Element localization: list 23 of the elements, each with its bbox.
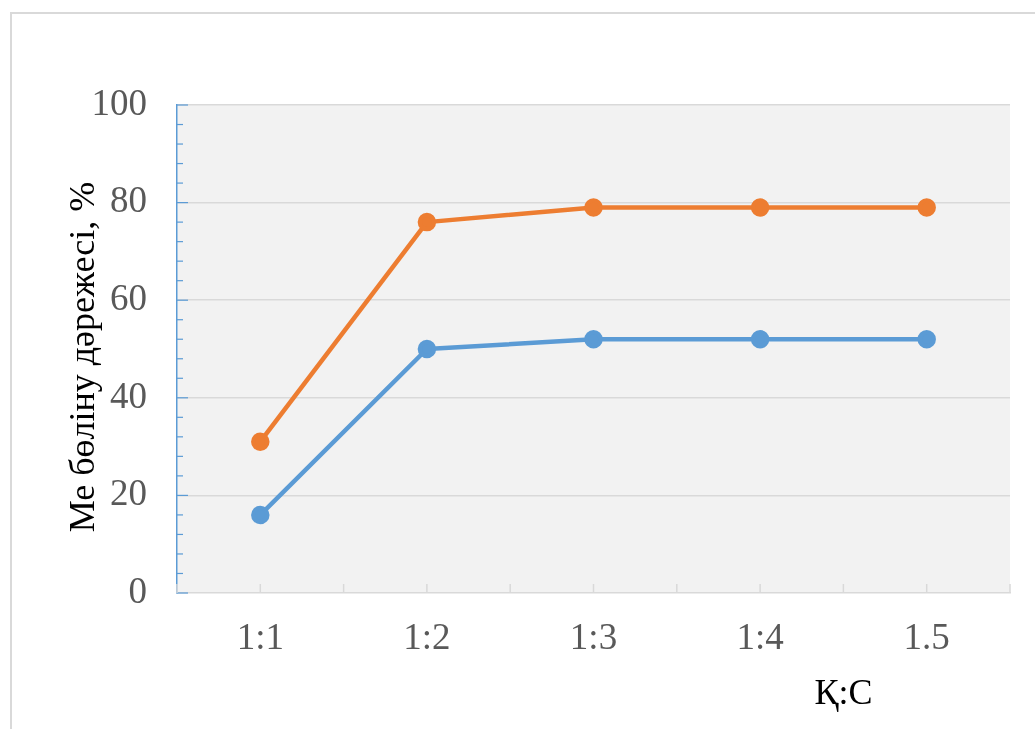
y-tick-label: 80 — [110, 179, 147, 221]
point — [917, 198, 936, 217]
x-tick-label: 1:3 — [569, 615, 618, 657]
x-tick-label: 1:1 — [236, 615, 284, 657]
y-tick-label: 40 — [110, 374, 147, 416]
y-tick-label: 100 — [91, 81, 147, 123]
point — [584, 329, 603, 349]
x-axis-title: Қ:С — [814, 672, 873, 713]
point — [251, 432, 270, 451]
point — [251, 505, 270, 525]
x-tick-label: 1:4 — [736, 615, 784, 657]
x-tick-label: 1:2 — [403, 615, 451, 657]
y-tick-label: 20 — [110, 472, 147, 514]
point — [417, 212, 437, 232]
point — [584, 198, 603, 217]
point — [917, 329, 936, 349]
y-tick-label: 60 — [110, 276, 147, 318]
y-axis-title: Ме бөліну дәрежесі, % — [62, 181, 103, 533]
point — [417, 339, 437, 359]
point — [750, 329, 770, 349]
x-tick-label: 1.5 — [903, 615, 950, 657]
point — [750, 198, 770, 217]
y-tick-label: 0 — [128, 569, 147, 611]
